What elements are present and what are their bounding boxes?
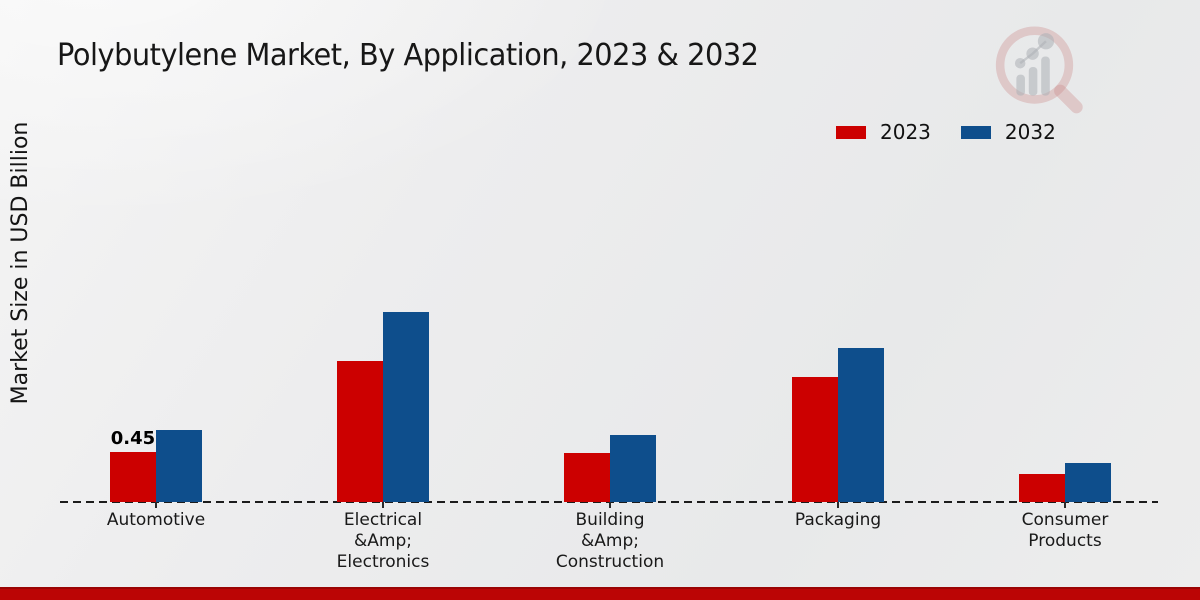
magnifier-bar-chart-logo-icon [995,26,1083,114]
footer-accent-strip [0,587,1200,600]
x-axis-tick [155,502,157,508]
bar-2023-category-1 [337,361,383,502]
legend-item-2032: 2032 [960,120,1056,144]
chart-title: Polybutylene Market, By Application, 202… [57,38,759,73]
legend-label-2023: 2023 [880,120,931,144]
legend-item-2023: 2023 [836,120,931,144]
x-axis-category-label: Consumer Products [1021,510,1109,551]
bar-2023-category-0 [110,452,156,502]
x-axis-tick [837,502,839,508]
bar-2032-category-4 [1065,463,1111,502]
bar-2032-category-2 [610,435,656,502]
bar-2023-category-4 [1019,474,1065,502]
x-axis-tick [609,502,611,508]
legend-swatch-2023 [836,125,866,139]
bar-value-label: 0.45 [110,428,156,449]
legend: 2023 2032 [836,118,1056,146]
bar-2023-category-3 [792,377,838,502]
bar-2023-category-2 [564,453,610,502]
x-axis-category-label: Electrical &Amp; Electronics [336,510,430,572]
bar-2032-category-1 [383,312,429,502]
legend-label-2032: 2032 [1004,120,1056,144]
bar-2032-category-3 [838,348,884,502]
x-axis-category-label: Packaging [794,510,882,530]
x-axis-tick [1064,502,1066,508]
x-axis-category-label: Building &Amp; Construction [555,510,665,572]
x-axis-category-label: Automotive [106,510,206,530]
legend-swatch-2032 [960,125,991,139]
bar-2032-category-0 [156,430,202,502]
x-axis-tick [382,502,384,508]
